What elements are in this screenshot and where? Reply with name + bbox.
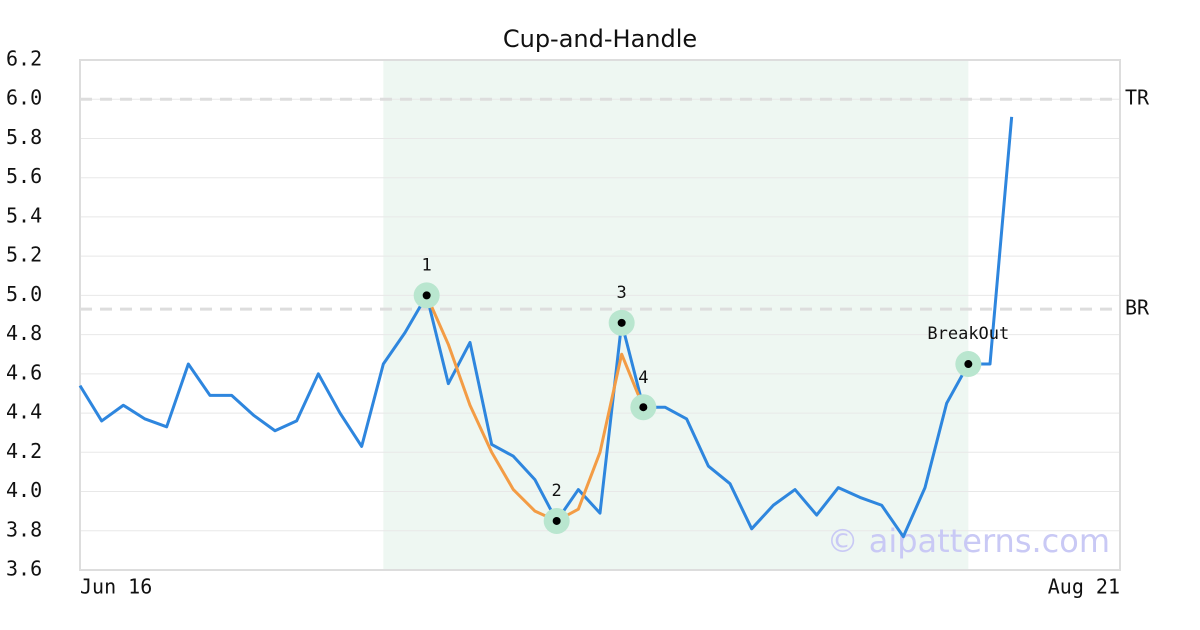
y-tick-label: 6.0 bbox=[6, 86, 42, 110]
level-label: BR bbox=[1125, 296, 1150, 320]
chart-title: Cup-and-Handle bbox=[503, 25, 697, 53]
y-tick-label: 5.2 bbox=[6, 243, 42, 267]
y-tick-label: 4.2 bbox=[6, 439, 42, 463]
price-line bbox=[78, 116, 1014, 539]
y-tick-label: 5.4 bbox=[6, 203, 42, 227]
point-label: 2 bbox=[552, 481, 562, 501]
point-label: 4 bbox=[638, 368, 648, 388]
y-tick-label: 4.8 bbox=[6, 321, 42, 345]
x-tick-label: Aug 21 bbox=[1048, 575, 1120, 599]
y-tick-label: 4.0 bbox=[6, 478, 42, 502]
point-dot bbox=[552, 516, 561, 525]
y-tick-label: 4.6 bbox=[6, 360, 42, 384]
y-tick-label: 5.6 bbox=[6, 164, 42, 188]
y-tick-label: 6.2 bbox=[6, 47, 42, 71]
point-label: 1 bbox=[422, 255, 432, 275]
y-tick-label: 5.8 bbox=[6, 125, 42, 149]
point-dot bbox=[639, 403, 648, 412]
y-tick-label: 3.8 bbox=[6, 517, 42, 541]
point-label: BreakOut bbox=[927, 324, 1009, 344]
y-tick-label: 3.6 bbox=[6, 557, 42, 581]
price-line bbox=[425, 294, 645, 523]
point-label: 3 bbox=[617, 283, 627, 303]
point-dot bbox=[422, 291, 431, 300]
y-tick-label: 4.4 bbox=[6, 400, 42, 424]
point-dot bbox=[617, 318, 626, 327]
y-tick-label: 5.0 bbox=[6, 282, 42, 306]
level-label: TR bbox=[1125, 86, 1150, 110]
x-tick-label: Jun 16 bbox=[80, 575, 152, 599]
point-dot bbox=[964, 360, 973, 369]
plot-frame bbox=[79, 59, 1121, 571]
watermark: © aipatterns.com bbox=[827, 522, 1110, 560]
pattern-region bbox=[383, 60, 969, 570]
